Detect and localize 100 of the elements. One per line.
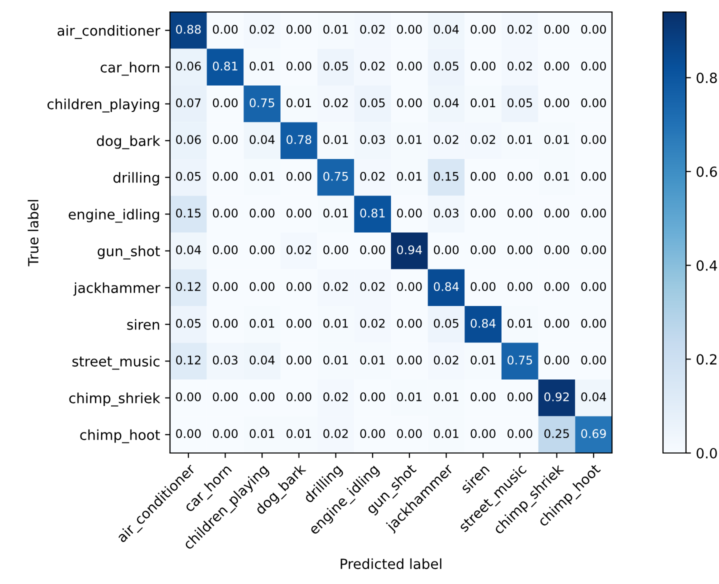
data-label: 0.00 [397, 24, 422, 34]
data-label: 0.00 [508, 245, 532, 254]
data-label: 0.04 [434, 24, 459, 34]
data-label: 0.01 [286, 98, 311, 108]
data-label: 0.00 [397, 62, 422, 71]
data-label: 0.00 [581, 282, 606, 292]
data-label: 0.00 [286, 356, 312, 365]
data-label: 0.01 [250, 62, 274, 71]
y-tick-label: chimp_hoot [80, 429, 160, 444]
color-bar-label: 0.8 [696, 72, 717, 84]
data-label: 0.01 [508, 318, 532, 328]
data-label: 0.75 [508, 356, 532, 365]
data-label: 0.01 [434, 429, 458, 438]
data-label: 0.01 [544, 172, 569, 181]
color-bar-label: 0.6 [696, 166, 717, 177]
data-label: 0.00 [544, 208, 570, 218]
data-label: 0.05 [360, 98, 385, 108]
data-label: 0.00 [360, 392, 385, 402]
data-label: 0.92 [544, 392, 569, 402]
data-label: 0.04 [176, 245, 201, 254]
data-label: 0.01 [544, 135, 569, 144]
data-label: 0.00 [286, 62, 312, 71]
data-label: 0.00 [286, 282, 312, 292]
data-label: 0.05 [323, 62, 348, 71]
data-label: 0.05 [176, 172, 201, 181]
data-label: 0.01 [323, 24, 348, 34]
data-label: 0.00 [212, 172, 238, 181]
data-label: 0.05 [434, 318, 458, 328]
data-label: 0.02 [434, 135, 458, 144]
x-axis-title: Predicted label [340, 558, 442, 570]
data-label: 0.00 [470, 208, 496, 218]
data-label: 0.00 [508, 172, 532, 181]
data-label: 0.00 [212, 282, 238, 292]
data-label: 0.15 [434, 172, 458, 181]
data-label: 0.81 [360, 208, 385, 218]
data-label: 0.00 [286, 208, 312, 218]
y-tick-label: children_playing [47, 98, 160, 112]
data-label: 0.01 [250, 172, 274, 181]
data-label: 0.00 [470, 24, 496, 34]
data-label: 0.00 [581, 24, 606, 34]
data-label: 0.02 [250, 24, 274, 34]
data-label: 0.02 [360, 282, 385, 292]
data-label: 0.00 [434, 245, 459, 254]
data-label: 0.00 [250, 245, 274, 254]
data-label: 0.00 [212, 429, 238, 438]
data-label: 0.00 [360, 429, 385, 438]
data-label: 0.02 [360, 318, 385, 328]
data-label: 0.00 [470, 245, 496, 254]
data-label: 0.00 [360, 245, 385, 254]
color-bar-label: 0.2 [696, 354, 716, 365]
data-label: 0.02 [508, 24, 532, 34]
data-label: 0.01 [434, 392, 458, 402]
y-axis-title: True label [28, 200, 38, 266]
data-label: 0.00 [397, 98, 422, 108]
data-label: 0.02 [434, 356, 458, 365]
data-label: 0.05 [508, 98, 532, 108]
data-label: 0.00 [544, 318, 570, 328]
data-label: 0.69 [581, 429, 606, 438]
data-label: 0.01 [360, 356, 385, 365]
data-label: 0.01 [250, 429, 274, 438]
data-label: 0.01 [323, 208, 348, 218]
data-label: 0.00 [581, 98, 606, 108]
y-tick-label: chimp_shriek [69, 392, 160, 406]
data-label: 0.00 [508, 282, 532, 292]
data-label: 0.05 [176, 318, 201, 328]
data-label: 0.00 [470, 429, 496, 438]
color-bar-label: 0.4 [696, 260, 718, 271]
data-label: 0.00 [212, 24, 238, 34]
data-label: 0.12 [176, 282, 200, 292]
data-label: 0.03 [212, 356, 238, 365]
data-label: 0.00 [544, 282, 570, 292]
data-label: 0.00 [212, 135, 238, 144]
data-label: 0.00 [286, 24, 312, 34]
data-label: 0.84 [470, 318, 496, 328]
data-label: 0.06 [176, 135, 201, 144]
data-label: 0.94 [397, 245, 422, 254]
data-label: 0.02 [323, 282, 348, 292]
data-label: 0.00 [250, 392, 274, 402]
data-label: 0.00 [397, 208, 422, 218]
data-label: 0.81 [212, 62, 238, 71]
data-label: 0.01 [323, 356, 348, 365]
data-label: 0.00 [470, 172, 496, 181]
data-label: 0.02 [323, 429, 348, 438]
y-tick-label: engine_idling [68, 208, 160, 223]
data-label: 0.04 [250, 135, 275, 144]
data-label: 0.03 [360, 135, 385, 144]
data-label: 0.88 [176, 24, 201, 34]
data-label: 0.00 [323, 245, 348, 254]
data-label: 0.00 [212, 392, 238, 402]
data-label: 0.04 [434, 98, 459, 108]
y-tick-label: street_music [72, 356, 160, 370]
data-label: 0.00 [250, 282, 274, 292]
data-label: 0.01 [470, 98, 496, 108]
data-label: 0.00 [176, 392, 201, 402]
data-label: 0.00 [581, 356, 606, 365]
data-label: 0.01 [508, 135, 532, 144]
data-label: 0.00 [508, 392, 532, 402]
data-label: 0.00 [581, 172, 606, 181]
y-tick-label: air_conditioner [58, 25, 160, 39]
data-label: 0.00 [581, 62, 606, 71]
